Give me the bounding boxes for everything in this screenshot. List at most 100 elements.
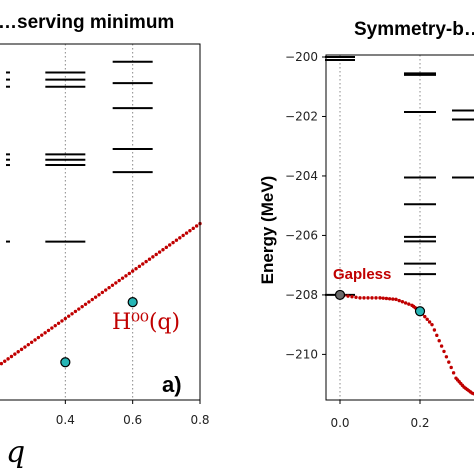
left-dispersion-dot [124, 274, 128, 278]
left-dispersion-dot [147, 257, 152, 261]
right-dispersion-dot [387, 297, 392, 301]
left-dispersion-dot [93, 295, 98, 299]
right-dispersion-dot [358, 296, 362, 300]
left-dispersion-dot [80, 304, 84, 309]
right-dispersion-dot [346, 294, 350, 298]
right-plot-frame [325, 54, 474, 401]
left-xlabel: q [6, 435, 25, 470]
right-x-ticks: 0.0 0.2 [330, 400, 430, 430]
left-dispersion-dot [100, 290, 105, 295]
left-marker [60, 357, 71, 368]
right-marker [414, 306, 426, 317]
left-dispersion-dot [43, 331, 47, 335]
right-dispersion-dot [432, 328, 437, 332]
right-dispersion-dot [384, 296, 389, 301]
left-panel: …serving minimum 0.4 0.6 0.8 H⁰⁰(q) a) q [0, 12, 210, 470]
right-panel: Symmetry-b… −200 −202 −204 −206 −208 −210 0.0… [258, 19, 474, 430]
h00-annotation: H⁰⁰(q) [112, 310, 180, 335]
right-dispersion-dot [362, 296, 366, 300]
left-x-tick-label: 0.6 [123, 413, 142, 427]
left-dispersion-dot [0, 361, 4, 366]
right-dispersion-dot [370, 296, 374, 300]
left-grid [64, 44, 134, 400]
right-x-tick-label: 0.2 [410, 416, 429, 430]
right-dispersion-dot [451, 371, 456, 375]
left-dispersion-dot [168, 243, 172, 247]
right-dispersion-dot [394, 297, 398, 302]
right-dispersion-dot [366, 296, 370, 300]
right-y-tick-label: −208 [285, 288, 318, 302]
panel-label: a) [162, 372, 182, 397]
right-grid [339, 55, 421, 400]
right-y-tick-label: −200 [285, 50, 318, 64]
left-dispersion-dot [56, 321, 61, 325]
right-dispersion-dot [447, 360, 451, 364]
right-dispersion-dot [437, 339, 441, 343]
right-dispersion-dot [449, 365, 453, 370]
left-dispersion-dot [141, 262, 145, 266]
right-dispersion-dot [381, 296, 385, 300]
left-dispersion-dot [90, 297, 94, 302]
right-y-tick-label: −206 [285, 228, 318, 242]
left-dispersion-dot [19, 347, 24, 352]
left-dispersion-dot [13, 352, 17, 356]
right-energy-levels [325, 56, 474, 296]
left-dispersion-markers [60, 297, 138, 368]
right-dispersion-dot [397, 298, 401, 303]
left-dispersion-dot [46, 328, 51, 333]
left-dispersion-dot [16, 350, 20, 354]
left-dispersion-dot [110, 283, 115, 288]
right-dispersion-markers [334, 289, 426, 317]
left-dispersion-dot [151, 255, 155, 259]
left-dispersion-dot [178, 236, 182, 240]
left-dispersion-dot [40, 333, 44, 337]
left-dispersion-dot [3, 359, 7, 363]
left-dispersion-dot [134, 266, 138, 271]
right-marker [334, 289, 346, 301]
left-dispersion-dot [174, 238, 179, 242]
left-dispersion-dot [29, 340, 34, 344]
right-dispersion-dot [444, 355, 449, 359]
left-plot-frame [0, 43, 201, 401]
right-y-ticks: −200 −202 −204 −206 −208 −210 [285, 50, 326, 361]
right-dispersion-dot [354, 295, 358, 299]
right-dispersion-dot [442, 349, 446, 354]
left-dispersion-dot [164, 245, 169, 250]
right-dispersion-dot [403, 301, 408, 305]
left-dispersion-dots [0, 221, 202, 366]
left-dispersion-dot [70, 312, 74, 316]
left-dispersion-dot [33, 338, 37, 342]
right-dispersion-dot [350, 294, 354, 299]
right-dispersion-dot [391, 297, 395, 301]
left-dispersion-dot [63, 316, 68, 321]
left-x-ticks: 0.4 0.6 0.8 [56, 400, 210, 427]
right-dispersion-dot [471, 391, 474, 396]
left-dispersion-dot [144, 259, 148, 264]
right-dispersion-dot [425, 317, 429, 321]
left-dispersion-dot [127, 271, 131, 276]
left-dispersion-dot [9, 354, 14, 359]
right-y-tick-label: −210 [285, 347, 318, 361]
left-x-tick-label: 0.8 [190, 413, 209, 427]
left-dispersion-dot [26, 342, 30, 347]
left-dispersion-dot [60, 319, 64, 323]
left-dispersion-dot [77, 307, 81, 311]
left-dispersion-dot [194, 224, 199, 228]
left-dispersion-dot [130, 269, 135, 273]
left-dispersion-dot [83, 302, 88, 306]
right-dispersion-dots [338, 293, 474, 396]
right-dispersion-dot [435, 333, 439, 338]
left-dispersion-dot [181, 233, 185, 238]
left-dispersion-dot [188, 229, 192, 233]
left-dispersion-dot [107, 285, 111, 290]
right-dispersion-dot [423, 314, 427, 319]
left-dispersion-dot [36, 335, 41, 340]
left-dispersion-dot [104, 288, 108, 292]
left-dispersion-dot [117, 278, 121, 283]
left-dispersion-dot [157, 250, 162, 254]
left-dispersion-dot [120, 276, 125, 280]
left-dispersion-dot [114, 281, 118, 285]
right-y-tick-label: −202 [285, 109, 318, 123]
right-dispersion-dot [407, 302, 411, 306]
right-dispersion-dot [427, 320, 432, 324]
